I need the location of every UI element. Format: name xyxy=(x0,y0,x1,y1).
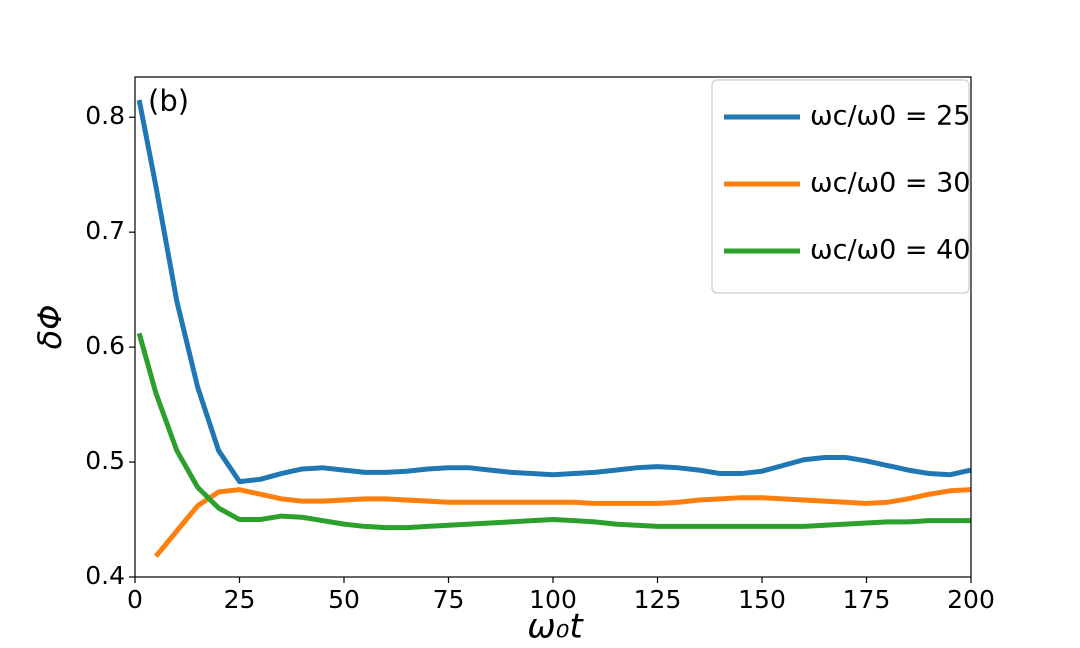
annotation: (b) xyxy=(148,84,189,118)
x-tick-label: 25 xyxy=(224,585,256,614)
x-tick-label: 100 xyxy=(529,585,577,614)
x-tick-label: 125 xyxy=(634,585,682,614)
plot-frame xyxy=(134,76,972,578)
series-line xyxy=(153,487,971,558)
y-tick-label: 0.4 xyxy=(85,561,125,590)
x-tick-label: 75 xyxy=(433,585,465,614)
x-tick-label: 200 xyxy=(947,585,995,614)
series-line xyxy=(136,99,971,485)
series-line xyxy=(136,332,971,531)
legend-box xyxy=(711,79,970,294)
x-tick-label: 150 xyxy=(738,585,786,614)
y-tick-label: 0.8 xyxy=(85,101,125,130)
y-axis-label: δΦ xyxy=(31,305,69,350)
x-tick-label: 50 xyxy=(328,585,360,614)
y-tick-label: 0.7 xyxy=(85,216,125,245)
legend-label: ωc/ω0 = 30 xyxy=(810,168,970,199)
x-axis-label: ω₀t xyxy=(527,607,584,647)
x-tick-label: 0 xyxy=(127,585,143,614)
x-tick-label: 175 xyxy=(843,585,891,614)
y-tick-label: 0.6 xyxy=(85,331,125,360)
legend-label: ωc/ω0 = 40 xyxy=(810,235,970,266)
legend-label: ωc/ω0 = 25 xyxy=(810,101,970,132)
y-tick-label: 0.5 xyxy=(85,446,125,475)
